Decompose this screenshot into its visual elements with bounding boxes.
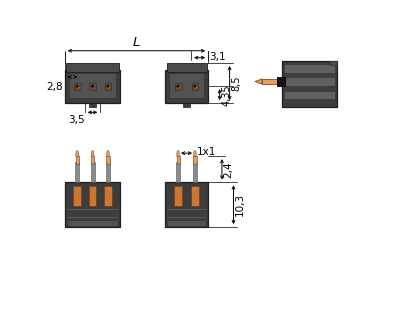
Bar — [284, 77, 335, 86]
Bar — [191, 186, 199, 206]
Bar — [176, 85, 180, 88]
Polygon shape — [76, 151, 79, 156]
Bar — [74, 83, 81, 90]
Bar — [67, 220, 118, 225]
Bar — [284, 65, 335, 73]
Bar — [106, 156, 110, 164]
Text: 4,35: 4,35 — [221, 84, 231, 106]
Text: 2,8: 2,8 — [47, 82, 63, 92]
Bar — [169, 73, 204, 99]
Bar — [75, 163, 79, 182]
Bar — [277, 77, 285, 86]
Bar — [65, 182, 120, 227]
Bar — [176, 156, 180, 164]
Polygon shape — [255, 79, 262, 84]
Bar — [106, 85, 110, 88]
Text: 1x1: 1x1 — [196, 148, 216, 158]
Polygon shape — [194, 151, 196, 156]
Bar — [330, 61, 338, 65]
Bar — [89, 103, 96, 107]
Bar — [284, 91, 335, 99]
Circle shape — [177, 86, 179, 87]
Text: 3,1: 3,1 — [210, 52, 226, 62]
Bar — [176, 163, 180, 182]
Bar — [106, 163, 110, 182]
Circle shape — [76, 86, 78, 87]
Circle shape — [92, 86, 94, 87]
Bar — [73, 186, 81, 206]
Bar — [91, 85, 94, 88]
Bar — [76, 156, 79, 164]
Polygon shape — [106, 151, 110, 156]
Text: 2,4: 2,4 — [224, 161, 234, 177]
Bar — [183, 103, 190, 107]
Text: 8,5: 8,5 — [231, 75, 241, 91]
Bar — [174, 186, 182, 206]
Bar — [104, 186, 112, 206]
Bar — [104, 83, 112, 90]
Bar — [165, 70, 208, 103]
Bar — [89, 186, 96, 206]
Bar — [89, 83, 96, 90]
Bar — [174, 83, 182, 90]
Bar — [194, 156, 196, 164]
Bar — [91, 156, 94, 164]
Text: 3,5: 3,5 — [68, 115, 84, 125]
Bar — [167, 220, 206, 225]
Bar — [76, 85, 79, 88]
Polygon shape — [176, 151, 180, 156]
Circle shape — [194, 86, 196, 87]
Circle shape — [107, 86, 109, 87]
Bar — [65, 70, 120, 103]
Text: L: L — [133, 36, 140, 49]
Bar — [69, 73, 116, 99]
Bar — [66, 63, 119, 72]
Bar — [91, 163, 94, 182]
Bar — [194, 85, 196, 88]
Bar — [166, 63, 206, 72]
Bar — [192, 83, 198, 90]
Polygon shape — [91, 151, 94, 156]
Text: 10,3: 10,3 — [235, 193, 245, 216]
Bar — [262, 79, 282, 84]
Bar — [282, 61, 338, 107]
Bar — [193, 163, 197, 182]
Bar — [165, 182, 208, 227]
